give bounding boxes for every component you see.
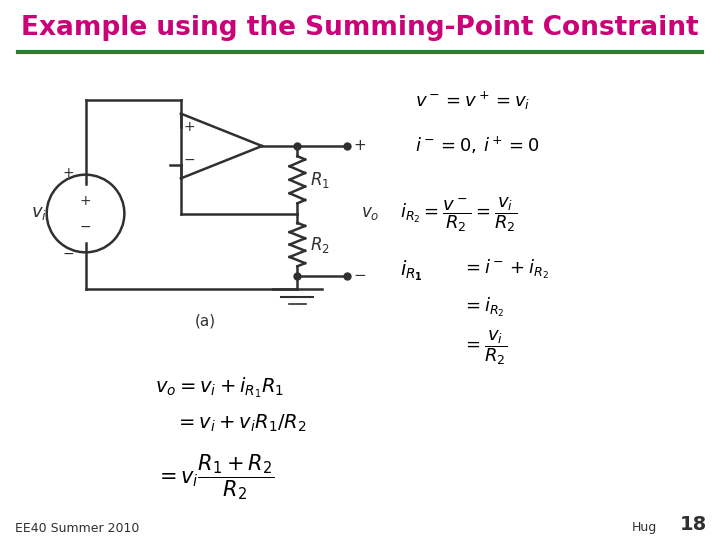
Text: $v_i$: $v_i$ [31, 205, 47, 222]
Text: −: − [184, 152, 196, 166]
Text: $v_o$: $v_o$ [361, 205, 379, 222]
Text: +: + [184, 120, 196, 134]
Text: EE40 Summer 2010: EE40 Summer 2010 [15, 522, 140, 535]
Text: −: − [62, 247, 73, 261]
Text: (a): (a) [195, 314, 216, 329]
Text: $= i_{R_2}$: $= i_{R_2}$ [462, 296, 505, 319]
Text: $R_2$: $R_2$ [310, 234, 330, 254]
Text: $= v_i\dfrac{R_1 + R_2}{R_2}$: $= v_i\dfrac{R_1 + R_2}{R_2}$ [155, 452, 274, 502]
Text: +: + [354, 138, 366, 153]
Text: $i_{R_2} = \dfrac{v^-}{R_2} = \dfrac{v_i}{R_2}$: $i_{R_2} = \dfrac{v^-}{R_2} = \dfrac{v_i… [400, 195, 517, 234]
Text: +: + [80, 194, 91, 208]
Text: $R_1$: $R_1$ [310, 170, 330, 190]
Text: $= v_i + v_iR_1/R_2$: $= v_i + v_iR_1/R_2$ [175, 413, 307, 434]
Text: $v^- = v^+ = v_i$: $v^- = v^+ = v_i$ [415, 90, 530, 112]
Text: +: + [62, 166, 73, 180]
Text: Example using the Summing-Point Constraint: Example using the Summing-Point Constrai… [21, 15, 699, 41]
Text: −: − [354, 268, 366, 283]
Text: −: − [80, 220, 91, 234]
Text: $i^- = 0,\, i^+ = 0$: $i^- = 0,\, i^+ = 0$ [415, 135, 539, 156]
Text: $= \dfrac{v_i}{R_2}$: $= \dfrac{v_i}{R_2}$ [462, 328, 507, 367]
Text: $= i^- + i_{R_2}$: $= i^- + i_{R_2}$ [462, 258, 549, 281]
Text: $i_{R_{\mathbf{1}}}$: $i_{R_{\mathbf{1}}}$ [400, 258, 423, 282]
Text: 18: 18 [680, 516, 707, 535]
Text: Hug: Hug [632, 522, 657, 535]
Text: $v_o = v_i + i_{R_1}R_1$: $v_o = v_i + i_{R_1}R_1$ [155, 375, 284, 400]
